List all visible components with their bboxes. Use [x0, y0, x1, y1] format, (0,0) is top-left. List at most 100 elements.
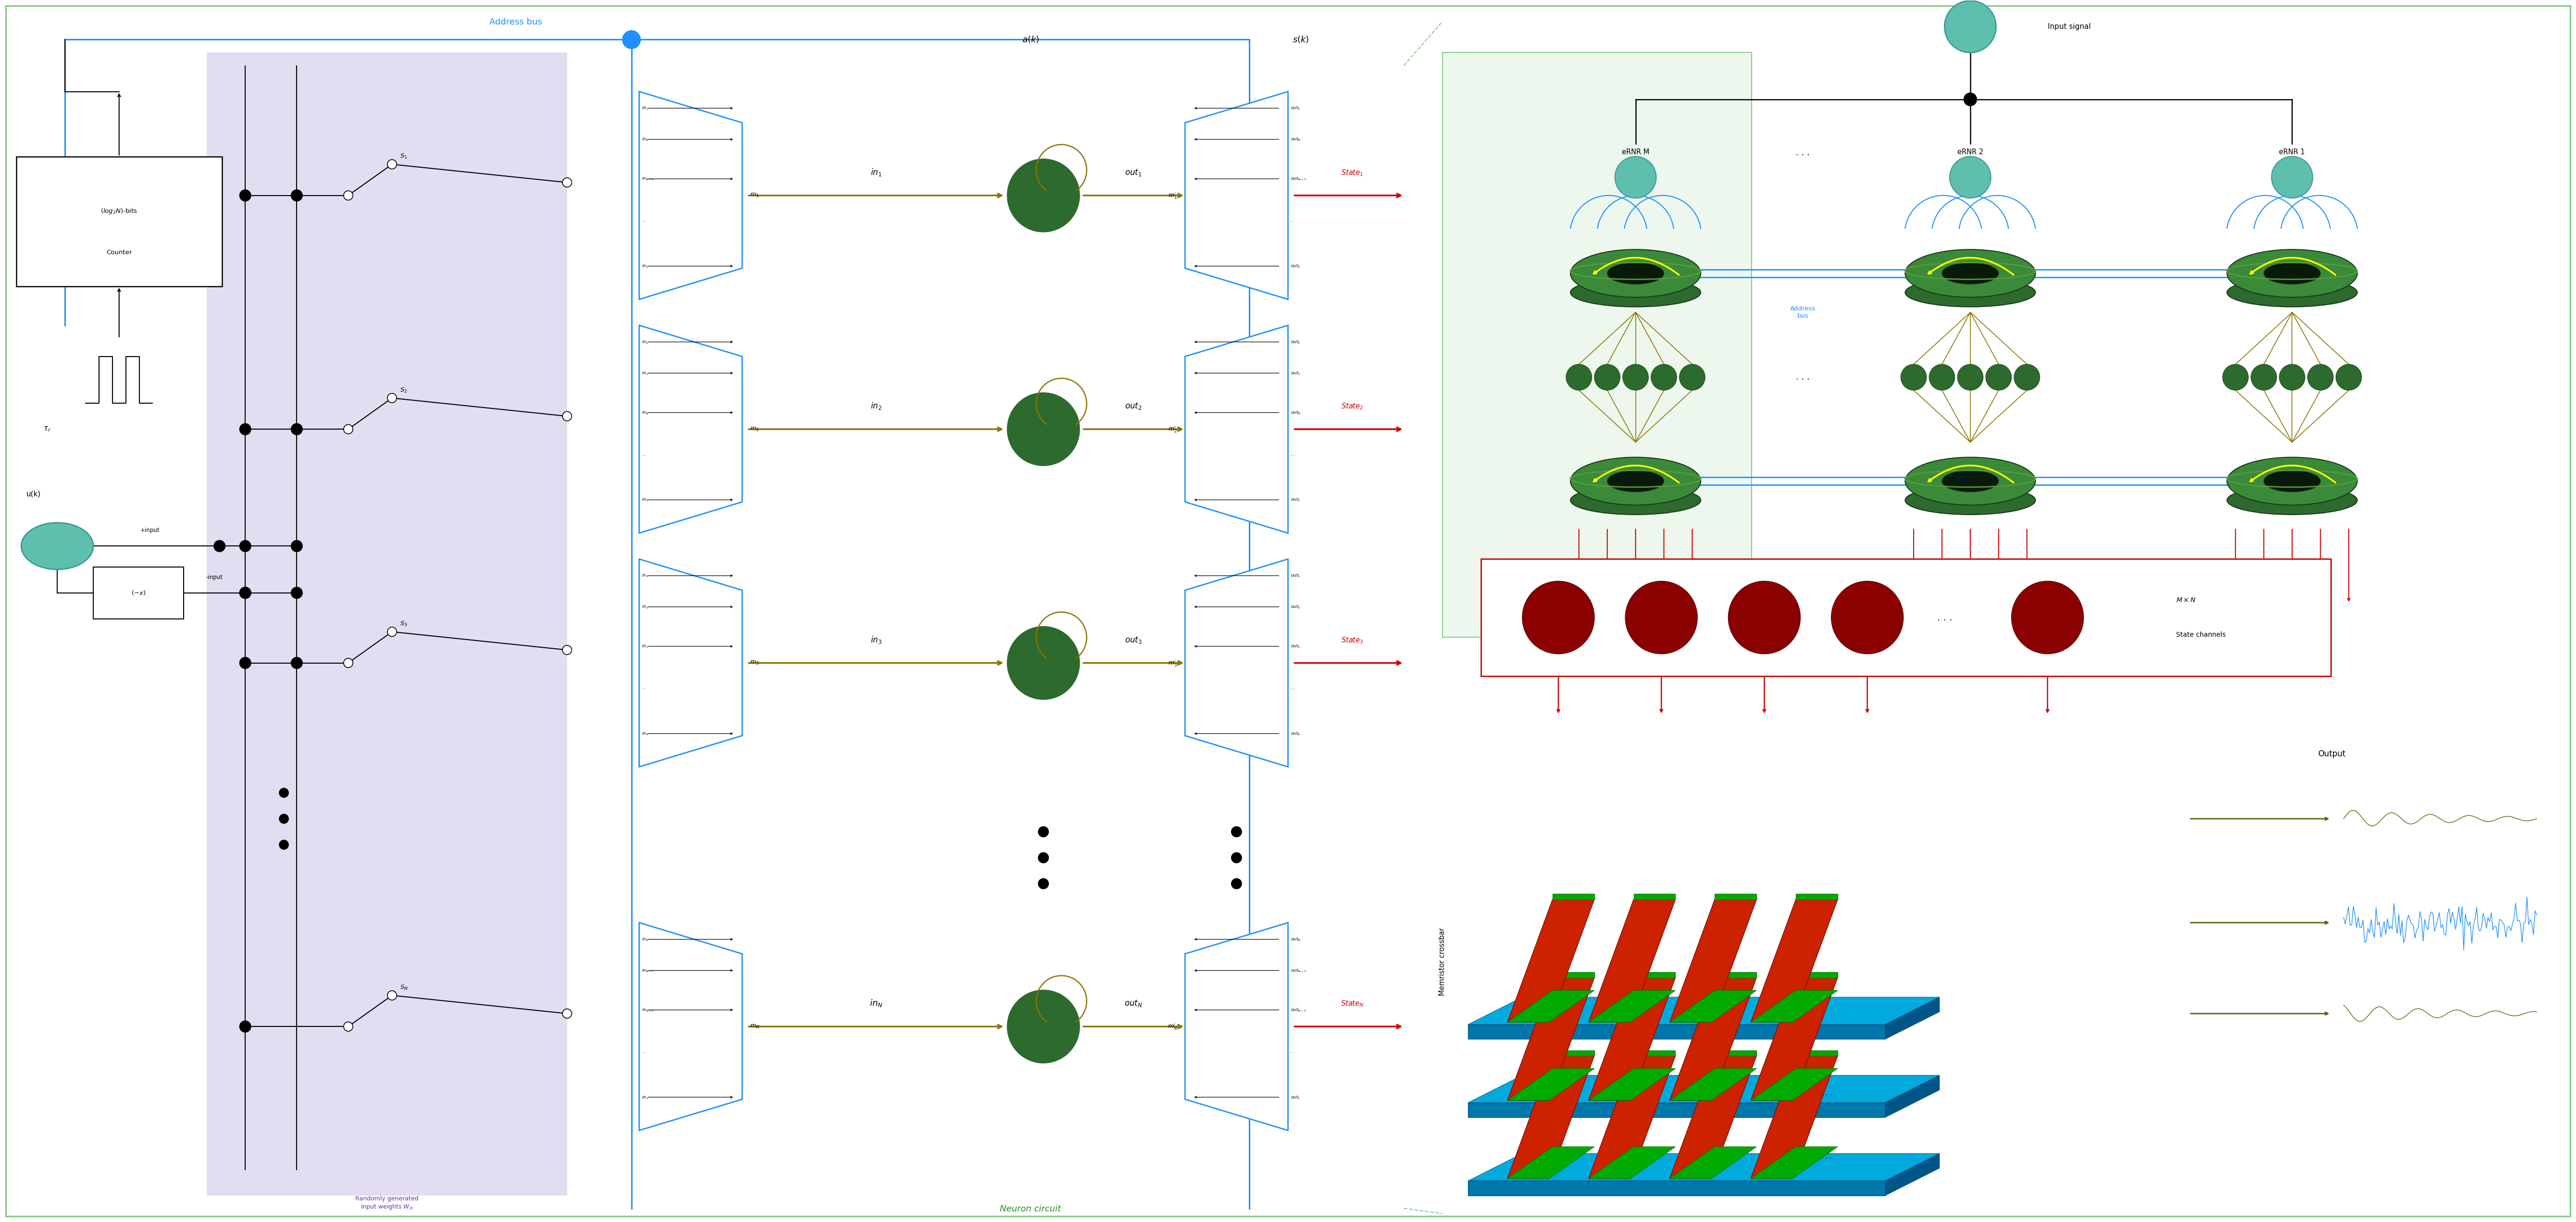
Polygon shape	[639, 325, 742, 533]
Text: $out_1$: $out_1$	[1291, 1094, 1301, 1100]
Polygon shape	[1468, 1102, 1886, 1117]
Circle shape	[240, 587, 250, 599]
Text: Output: Output	[2318, 749, 2347, 758]
Ellipse shape	[1571, 486, 1700, 514]
Circle shape	[240, 424, 250, 435]
Text: $out_3$: $out_3$	[1291, 497, 1301, 502]
Circle shape	[386, 160, 397, 169]
Text: ...: ...	[1291, 1050, 1296, 1053]
Polygon shape	[639, 923, 742, 1130]
Polygon shape	[1185, 92, 1288, 299]
Circle shape	[1038, 853, 1048, 863]
Polygon shape	[1589, 1056, 1674, 1178]
Text: $in_N$: $in_N$	[871, 998, 884, 1008]
Ellipse shape	[1607, 263, 1664, 285]
Text: $out_N$: $out_N$	[1291, 936, 1301, 942]
Polygon shape	[1795, 1051, 1837, 1056]
Text: -input: -input	[206, 574, 222, 580]
Polygon shape	[1716, 1051, 1757, 1056]
Polygon shape	[1633, 1051, 1674, 1056]
Circle shape	[343, 659, 353, 667]
Polygon shape	[1795, 895, 1837, 899]
Circle shape	[1651, 364, 1677, 390]
Polygon shape	[639, 92, 742, 299]
Polygon shape	[1468, 1154, 1940, 1180]
Text: $S_{1}$: $S_{1}$	[399, 153, 407, 160]
Text: eRNR 1: eRNR 1	[2280, 149, 2306, 156]
Circle shape	[562, 1009, 572, 1018]
Ellipse shape	[1571, 279, 1700, 307]
Text: $out_2$: $out_2$	[1291, 338, 1301, 345]
Text: $out_N$: $out_N$	[1291, 137, 1301, 142]
Polygon shape	[1633, 895, 1674, 899]
Text: $out_N$: $out_N$	[1126, 998, 1144, 1008]
Text: $out_3$: $out_3$	[1291, 573, 1301, 579]
Text: $State_N$: $State_N$	[1340, 1000, 1363, 1008]
Text: $in_4$: $in_4$	[641, 731, 649, 737]
Polygon shape	[1633, 973, 1674, 978]
Polygon shape	[1589, 990, 1674, 1022]
Polygon shape	[1589, 978, 1674, 1100]
Bar	[93, 567, 183, 618]
Text: $in_2$: $in_2$	[641, 604, 649, 610]
Circle shape	[1038, 826, 1048, 837]
Text: $out_2$: $out_2$	[1291, 604, 1301, 610]
Circle shape	[1680, 364, 1705, 390]
Bar	[1481, 558, 2331, 676]
Polygon shape	[1185, 558, 1288, 767]
Text: Memristor crossbar: Memristor crossbar	[1440, 927, 1445, 996]
Circle shape	[2014, 364, 2040, 390]
Polygon shape	[1716, 895, 1757, 899]
Circle shape	[1950, 156, 1991, 198]
Circle shape	[291, 587, 301, 599]
Ellipse shape	[1571, 249, 1700, 297]
Circle shape	[240, 657, 250, 668]
Polygon shape	[1553, 1051, 1595, 1056]
Circle shape	[562, 645, 572, 655]
Text: $in_2$: $in_2$	[871, 401, 881, 411]
Text: $in_1$: $in_1$	[641, 643, 649, 649]
Text: $in_1$: $in_1$	[641, 370, 649, 376]
Polygon shape	[1669, 1146, 1757, 1178]
Polygon shape	[1752, 1056, 1837, 1178]
Text: $S_{3}$: $S_{3}$	[399, 621, 407, 628]
Text: eRNR M: eRNR M	[1623, 149, 1649, 156]
Text: $out_2$: $out_2$	[1291, 263, 1301, 269]
Circle shape	[2336, 364, 2362, 390]
Text: $\tau_r$: $\tau_r$	[44, 425, 52, 433]
Text: Neuron circuit: Neuron circuit	[999, 1205, 1061, 1213]
Text: $m_{1}'$: $m_{1}'$	[1167, 191, 1177, 199]
Circle shape	[1566, 364, 1592, 390]
Ellipse shape	[1906, 249, 2035, 297]
Ellipse shape	[2012, 582, 2084, 654]
Text: $out_1$: $out_1$	[1291, 643, 1301, 649]
Polygon shape	[1589, 1146, 1674, 1178]
Circle shape	[562, 177, 572, 187]
Polygon shape	[1507, 1068, 1595, 1100]
Polygon shape	[1468, 1180, 1886, 1195]
Text: $(log_2N)$-bits: $(log_2N)$-bits	[100, 207, 137, 215]
Ellipse shape	[1942, 263, 1999, 285]
Bar	[1443, 53, 1752, 637]
Text: $State_2$: $State_2$	[1342, 402, 1363, 411]
Ellipse shape	[2228, 279, 2357, 307]
Text: $m_{2}$: $m_{2}$	[750, 426, 760, 433]
Circle shape	[240, 587, 250, 599]
Ellipse shape	[1625, 582, 1698, 654]
Circle shape	[386, 393, 397, 403]
Ellipse shape	[1942, 470, 1999, 492]
Text: $out_1$: $out_1$	[1291, 370, 1301, 376]
Circle shape	[386, 627, 397, 637]
Circle shape	[1986, 364, 2012, 390]
Circle shape	[291, 189, 301, 202]
Text: . . .: . . .	[1821, 1090, 1832, 1096]
Text: $in_{N-2}$: $in_{N-2}$	[641, 1007, 654, 1013]
Circle shape	[291, 540, 301, 552]
Text: $S_{N}$: $S_{N}$	[399, 984, 407, 991]
Text: $in_1$: $in_1$	[641, 105, 649, 111]
Text: Address
bus: Address bus	[1790, 306, 1816, 319]
Text: $(-x)$: $(-x)$	[131, 589, 147, 596]
Polygon shape	[1795, 973, 1837, 978]
Text: $m_{N}'$: $m_{N}'$	[1167, 1023, 1177, 1031]
Circle shape	[343, 424, 353, 434]
